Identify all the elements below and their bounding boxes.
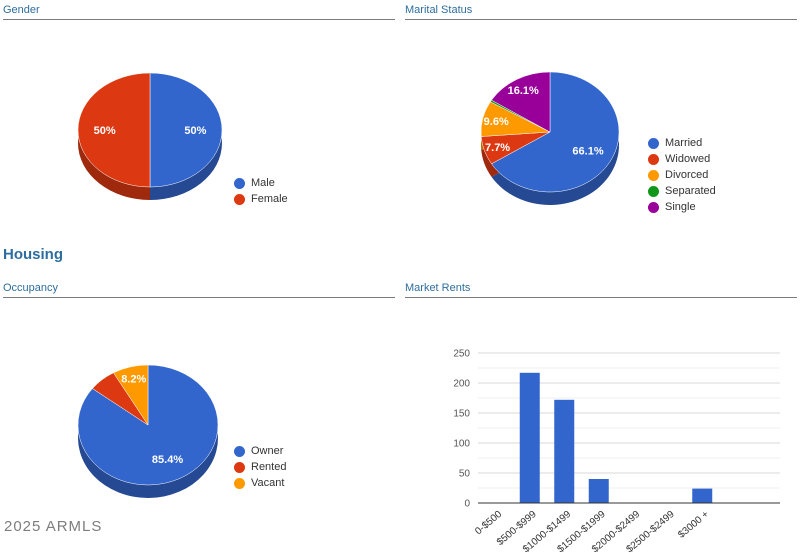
legend-item-female: Female <box>234 193 288 205</box>
market-rents-section-header: Market Rents <box>405 280 797 298</box>
gender-section-title: Gender <box>3 4 40 16</box>
legend-label: Male <box>251 177 275 189</box>
x-axis-category-label: 0-$500 <box>473 509 504 538</box>
legend-label: Married <box>665 137 703 149</box>
pie-slice-percent-label: 7.7% <box>485 142 510 154</box>
legend-swatch <box>234 477 245 489</box>
pie-slice-percent-label: 16.1% <box>508 85 539 97</box>
legend-label: Owner <box>251 445 284 457</box>
bar-$1500-$1999 <box>588 479 609 503</box>
y-axis-tick-label: 0 <box>464 499 470 510</box>
bar-$500-$999 <box>519 372 540 503</box>
gender-legend: Male Female <box>234 177 288 205</box>
pie-slice-percent-label: 50% <box>94 125 116 137</box>
pie-slice-percent-label: 85.4% <box>152 454 183 466</box>
occupancy-legend: Owner Rented Vacant <box>234 445 286 489</box>
marital-status-section-title: Marital Status <box>405 4 473 16</box>
marital-status-pie-chart: 66.1% 7.7% 9.6% 16.1% <box>480 71 620 205</box>
legend-label: Vacant <box>251 477 285 489</box>
legend-swatch <box>648 201 659 213</box>
legend-label: Widowed <box>665 153 711 165</box>
legend-swatch <box>234 445 245 457</box>
gender-section-header: Gender <box>3 2 395 20</box>
legend-label: Rented <box>251 461 287 473</box>
market-rents-bar-chart: 0501001502002500-$500$500-$999$1000-$149… <box>453 349 780 553</box>
pie-slice-single <box>491 71 551 133</box>
legend-item-owner: Owner <box>234 445 286 457</box>
pie-slice-percent-label: 50% <box>184 125 206 137</box>
gender-pie-chart: 50% 50% <box>77 72 223 200</box>
pie-slice-female <box>77 72 151 188</box>
housing-heading: Housing <box>3 246 63 263</box>
legend-item-widowed: Widowed <box>648 153 716 165</box>
legend-swatch <box>234 177 245 189</box>
y-axis-tick-label: 100 <box>453 439 470 450</box>
bar-$1000-$1499 <box>554 399 575 503</box>
marital-status-section-header: Marital Status <box>405 2 797 20</box>
legend-label: Single <box>665 201 696 213</box>
pie-slice-percent-label: 9.6% <box>484 116 509 128</box>
occupancy-section-header: Occupancy <box>3 280 395 298</box>
legend-item-single: Single <box>648 201 716 213</box>
y-axis-tick-label: 250 <box>453 349 470 360</box>
legend-item-married: Married <box>648 137 716 149</box>
x-axis-category-label: $3000 + <box>676 509 711 541</box>
pie-slice-percent-label: 66.1% <box>572 145 603 157</box>
pie-slice-male <box>149 72 223 188</box>
y-axis-tick-label: 150 <box>453 409 470 420</box>
bar-$3000 + <box>692 488 713 503</box>
legend-swatch <box>234 193 245 205</box>
y-axis-tick-label: 50 <box>459 469 471 480</box>
legend-swatch <box>234 461 245 473</box>
legend-swatch <box>648 185 659 197</box>
legend-item-divorced: Divorced <box>648 169 716 181</box>
legend-label: Separated <box>665 185 716 197</box>
armls-watermark: 2025 ARMLS <box>4 518 103 535</box>
legend-item-separated: Separated <box>648 185 716 197</box>
legend-item-vacant: Vacant <box>234 477 286 489</box>
marital-status-legend: Married Widowed Divorced Separated Single <box>648 137 716 213</box>
pie-slice-married <box>491 71 620 193</box>
market-rents-section-title: Market Rents <box>405 282 471 294</box>
occupancy-pie-chart: 85.4% 8.2% <box>77 364 219 498</box>
legend-swatch <box>648 169 659 181</box>
legend-item-rented: Rented <box>234 461 286 473</box>
pie-slice-percent-label: 8.2% <box>121 374 146 386</box>
pie-slice-vacant <box>113 364 149 426</box>
legend-label: Female <box>251 193 288 205</box>
y-axis-tick-label: 200 <box>453 379 470 390</box>
legend-swatch <box>648 153 659 165</box>
legend-swatch <box>648 137 659 149</box>
legend-item-male: Male <box>234 177 288 189</box>
occupancy-section-title: Occupancy <box>3 282 59 294</box>
legend-label: Divorced <box>665 169 709 181</box>
